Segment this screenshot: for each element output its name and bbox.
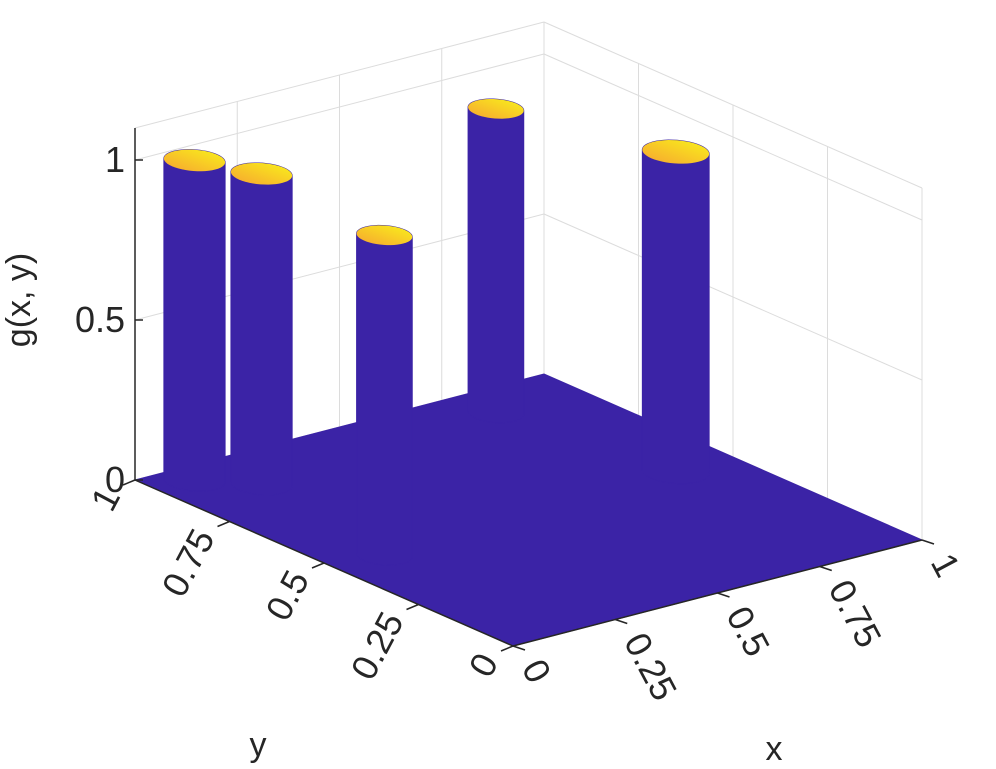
x-tick xyxy=(512,645,526,651)
y-tick xyxy=(406,603,419,611)
bump-top xyxy=(642,140,710,164)
x-tick-label: 0.75 xyxy=(821,573,890,654)
bump-top xyxy=(356,225,413,246)
z-tick-label: 0 xyxy=(105,459,125,500)
bump-top xyxy=(230,162,293,185)
bump-top xyxy=(468,99,524,119)
y-tick-label: 0.5 xyxy=(257,564,317,627)
grid-line xyxy=(134,21,545,129)
x-tick xyxy=(717,592,730,598)
x-tick xyxy=(615,618,628,625)
y-tick xyxy=(122,479,136,486)
grid-line xyxy=(543,53,923,221)
axis-layer xyxy=(122,128,935,652)
y-tick xyxy=(311,562,325,569)
y-tick-label: 0.25 xyxy=(342,605,411,686)
z-axis-title: g(x, y) xyxy=(0,253,38,347)
x-tick-label: 0.25 xyxy=(616,626,685,707)
bump-side xyxy=(356,224,413,566)
x-tick xyxy=(819,565,832,572)
bump-side xyxy=(230,162,293,496)
grid-line xyxy=(543,21,923,189)
y-tick-label: 0.75 xyxy=(153,522,222,603)
bump-side xyxy=(467,98,525,424)
x-axis-title: x xyxy=(766,730,783,768)
x-tick-label: 0.5 xyxy=(718,600,778,663)
y-tick xyxy=(217,520,230,528)
y-tick-label: 0 xyxy=(460,647,506,684)
y-tick xyxy=(500,645,514,652)
grid-line xyxy=(134,53,545,161)
x-tick xyxy=(921,539,935,545)
bump-top xyxy=(163,149,226,172)
x-tick-label: 0 xyxy=(514,653,560,690)
bump-side xyxy=(641,139,710,485)
bump-side xyxy=(163,149,226,492)
z-tick-label: 0.5 xyxy=(75,299,125,340)
grid-line xyxy=(543,213,923,381)
y-axis-title: y xyxy=(250,726,267,764)
surface-layer xyxy=(133,98,924,647)
z-tick-label: 1 xyxy=(105,139,125,180)
x-tick-label: 1 xyxy=(923,547,969,584)
